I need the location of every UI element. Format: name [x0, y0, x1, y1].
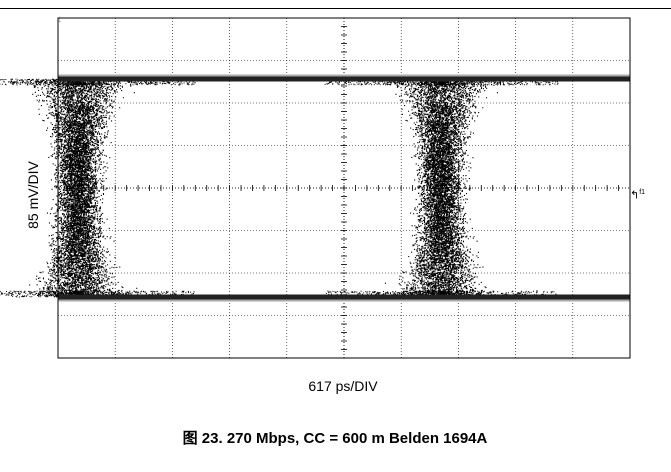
eye-low-rail [58, 294, 630, 300]
eye-crossing-points [0, 78, 559, 298]
y-axis-label: 85 mV/DIV [25, 161, 41, 229]
x-axis-label: 617 ps/DIV [308, 378, 378, 394]
ground-marker-icon: ↓ [57, 14, 62, 25]
trace-layer [0, 78, 559, 298]
eye-low-rail-edge [58, 299, 630, 302]
top-rule [0, 8, 671, 9]
grid-layer [58, 18, 630, 358]
eye-high-rail [58, 76, 630, 82]
figure-caption: 图 23. 270 Mbps, CC = 600 m Belden 1694A [182, 430, 488, 447]
trigger-marker: ↰f1 [630, 189, 646, 202]
eye-high-rail-edge [58, 74, 630, 77]
plot-frame [57, 17, 631, 359]
trigger-marker-label: f1 [639, 189, 646, 196]
rail-layer [58, 74, 630, 302]
